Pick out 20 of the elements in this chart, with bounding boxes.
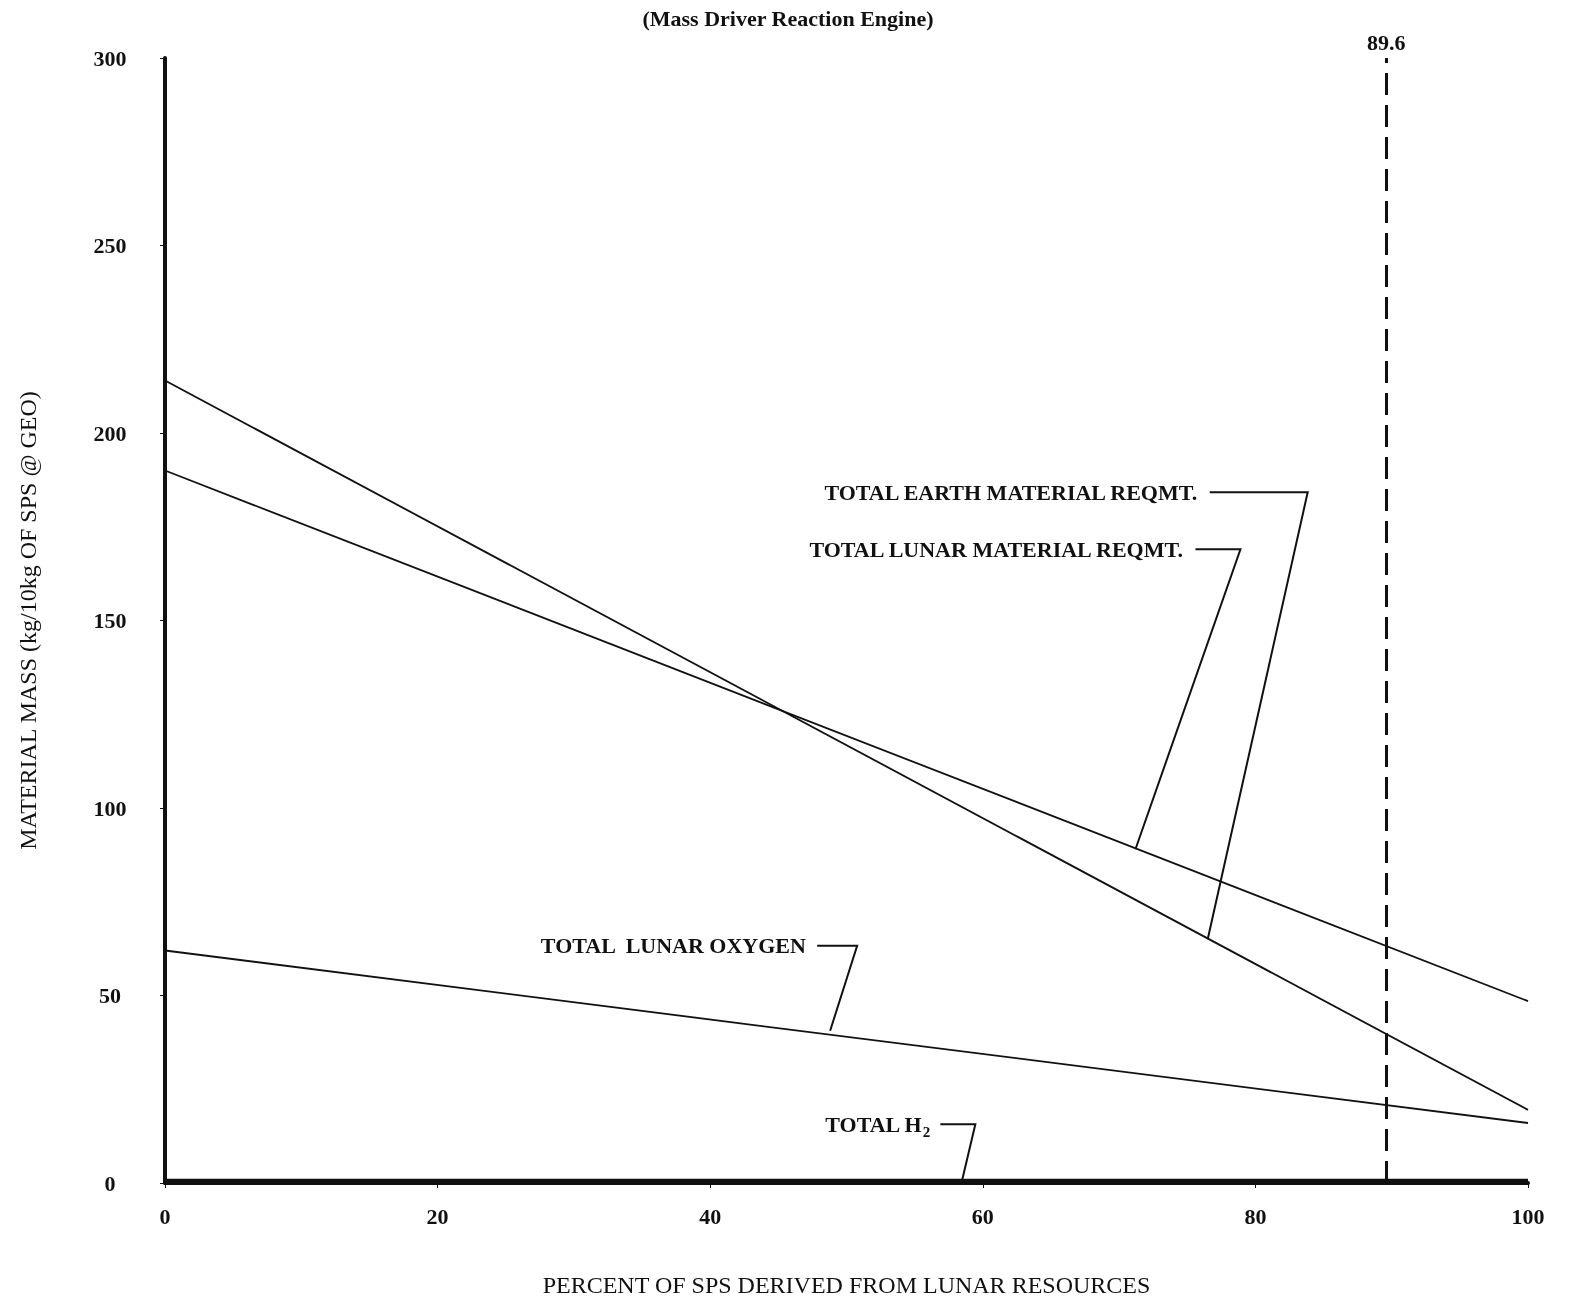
y-tick-label: 50 (99, 983, 121, 1008)
annotation: TOTAL LUNAR MATERIAL REQMT. (809, 536, 1184, 562)
ref-line-label: 89.6 (1367, 29, 1406, 55)
y-axis-title: MATERIAL MASS (kg/10kg OF SPS @ GEO) (15, 391, 41, 850)
y-tick-label: 100 (93, 795, 127, 821)
annotation: TOTAL EARTH MATERIAL REQMT. (824, 479, 1198, 505)
y-tick-label: 300 (93, 45, 127, 71)
y-tick-label: 250 (93, 233, 127, 258)
y-tick-label: 200 (93, 420, 127, 446)
x-tick-label: 40 (699, 1203, 722, 1229)
x-axis-title: PERCENT OF SPS DERIVED FROM LUNAR RESOURCES (542, 1272, 1151, 1298)
x-tick-label: 100 (1511, 1203, 1545, 1229)
x-tick-label: 20 (426, 1203, 449, 1229)
y-tick-label: 150 (93, 608, 127, 633)
chart-title: (Mass Driver Reaction Engine) (642, 5, 934, 31)
x-tick-label: 0 (159, 1203, 171, 1229)
x-tick-label: 80 (1244, 1203, 1267, 1229)
x-tick-label: 60 (971, 1203, 994, 1229)
annotation: TOTAL LUNAR OXYGEN (540, 933, 807, 959)
y-tick-label: 0 (104, 1170, 116, 1196)
